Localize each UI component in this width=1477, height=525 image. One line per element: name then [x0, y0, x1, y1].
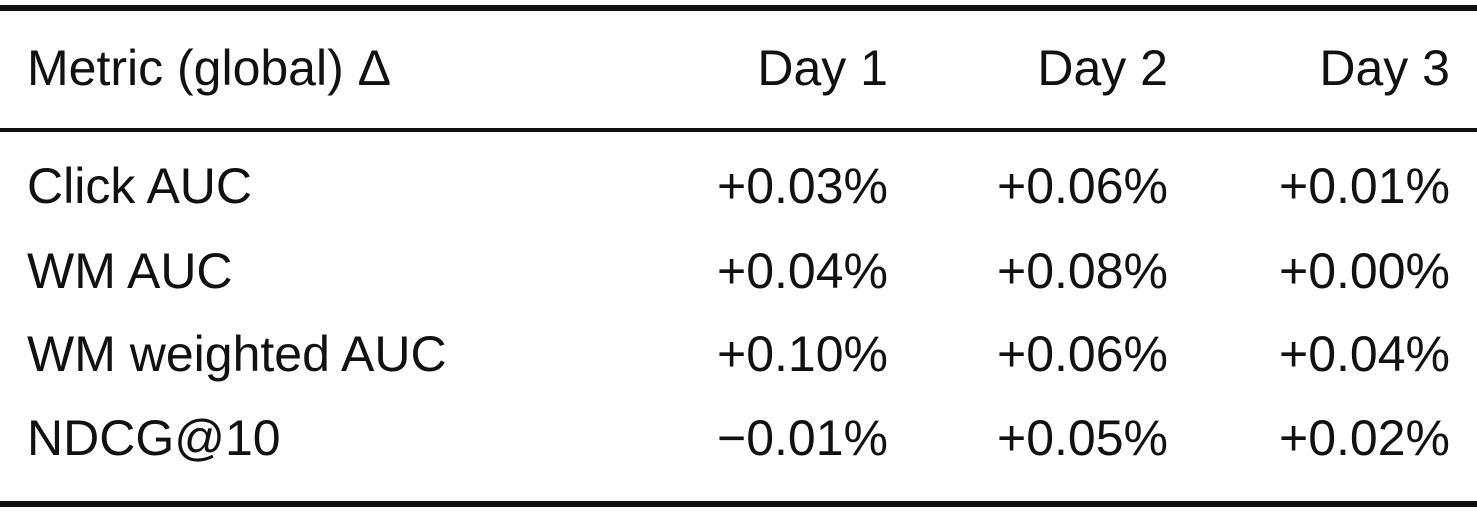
cell: +0.03% — [717, 158, 888, 214]
cell: +0.10% — [717, 326, 888, 382]
cell: +0.04% — [1279, 326, 1450, 382]
row-label: Click AUC — [27, 158, 252, 214]
cell: +0.05% — [997, 410, 1168, 466]
cell: +0.04% — [717, 243, 888, 299]
cell: +0.08% — [997, 243, 1168, 299]
row-label: WM weighted AUC — [27, 326, 447, 382]
top-rule — [0, 5, 1477, 11]
cell: +0.00% — [1279, 243, 1450, 299]
cell: +0.06% — [997, 326, 1168, 382]
header-cell: Day 1 — [757, 40, 888, 96]
row-label: NDCG@10 — [27, 410, 281, 466]
cell: −0.01% — [717, 410, 888, 466]
cell: +0.02% — [1279, 410, 1450, 466]
mid-rule — [0, 128, 1477, 132]
row-label: WM AUC — [27, 243, 233, 299]
cell: +0.06% — [997, 158, 1168, 214]
bottom-rule — [0, 501, 1477, 507]
cell: +0.01% — [1279, 158, 1450, 214]
header-cell: Metric (global) Δ — [27, 40, 391, 96]
header-cell: Day 2 — [1037, 40, 1168, 96]
header-cell: Day 3 — [1319, 40, 1450, 96]
